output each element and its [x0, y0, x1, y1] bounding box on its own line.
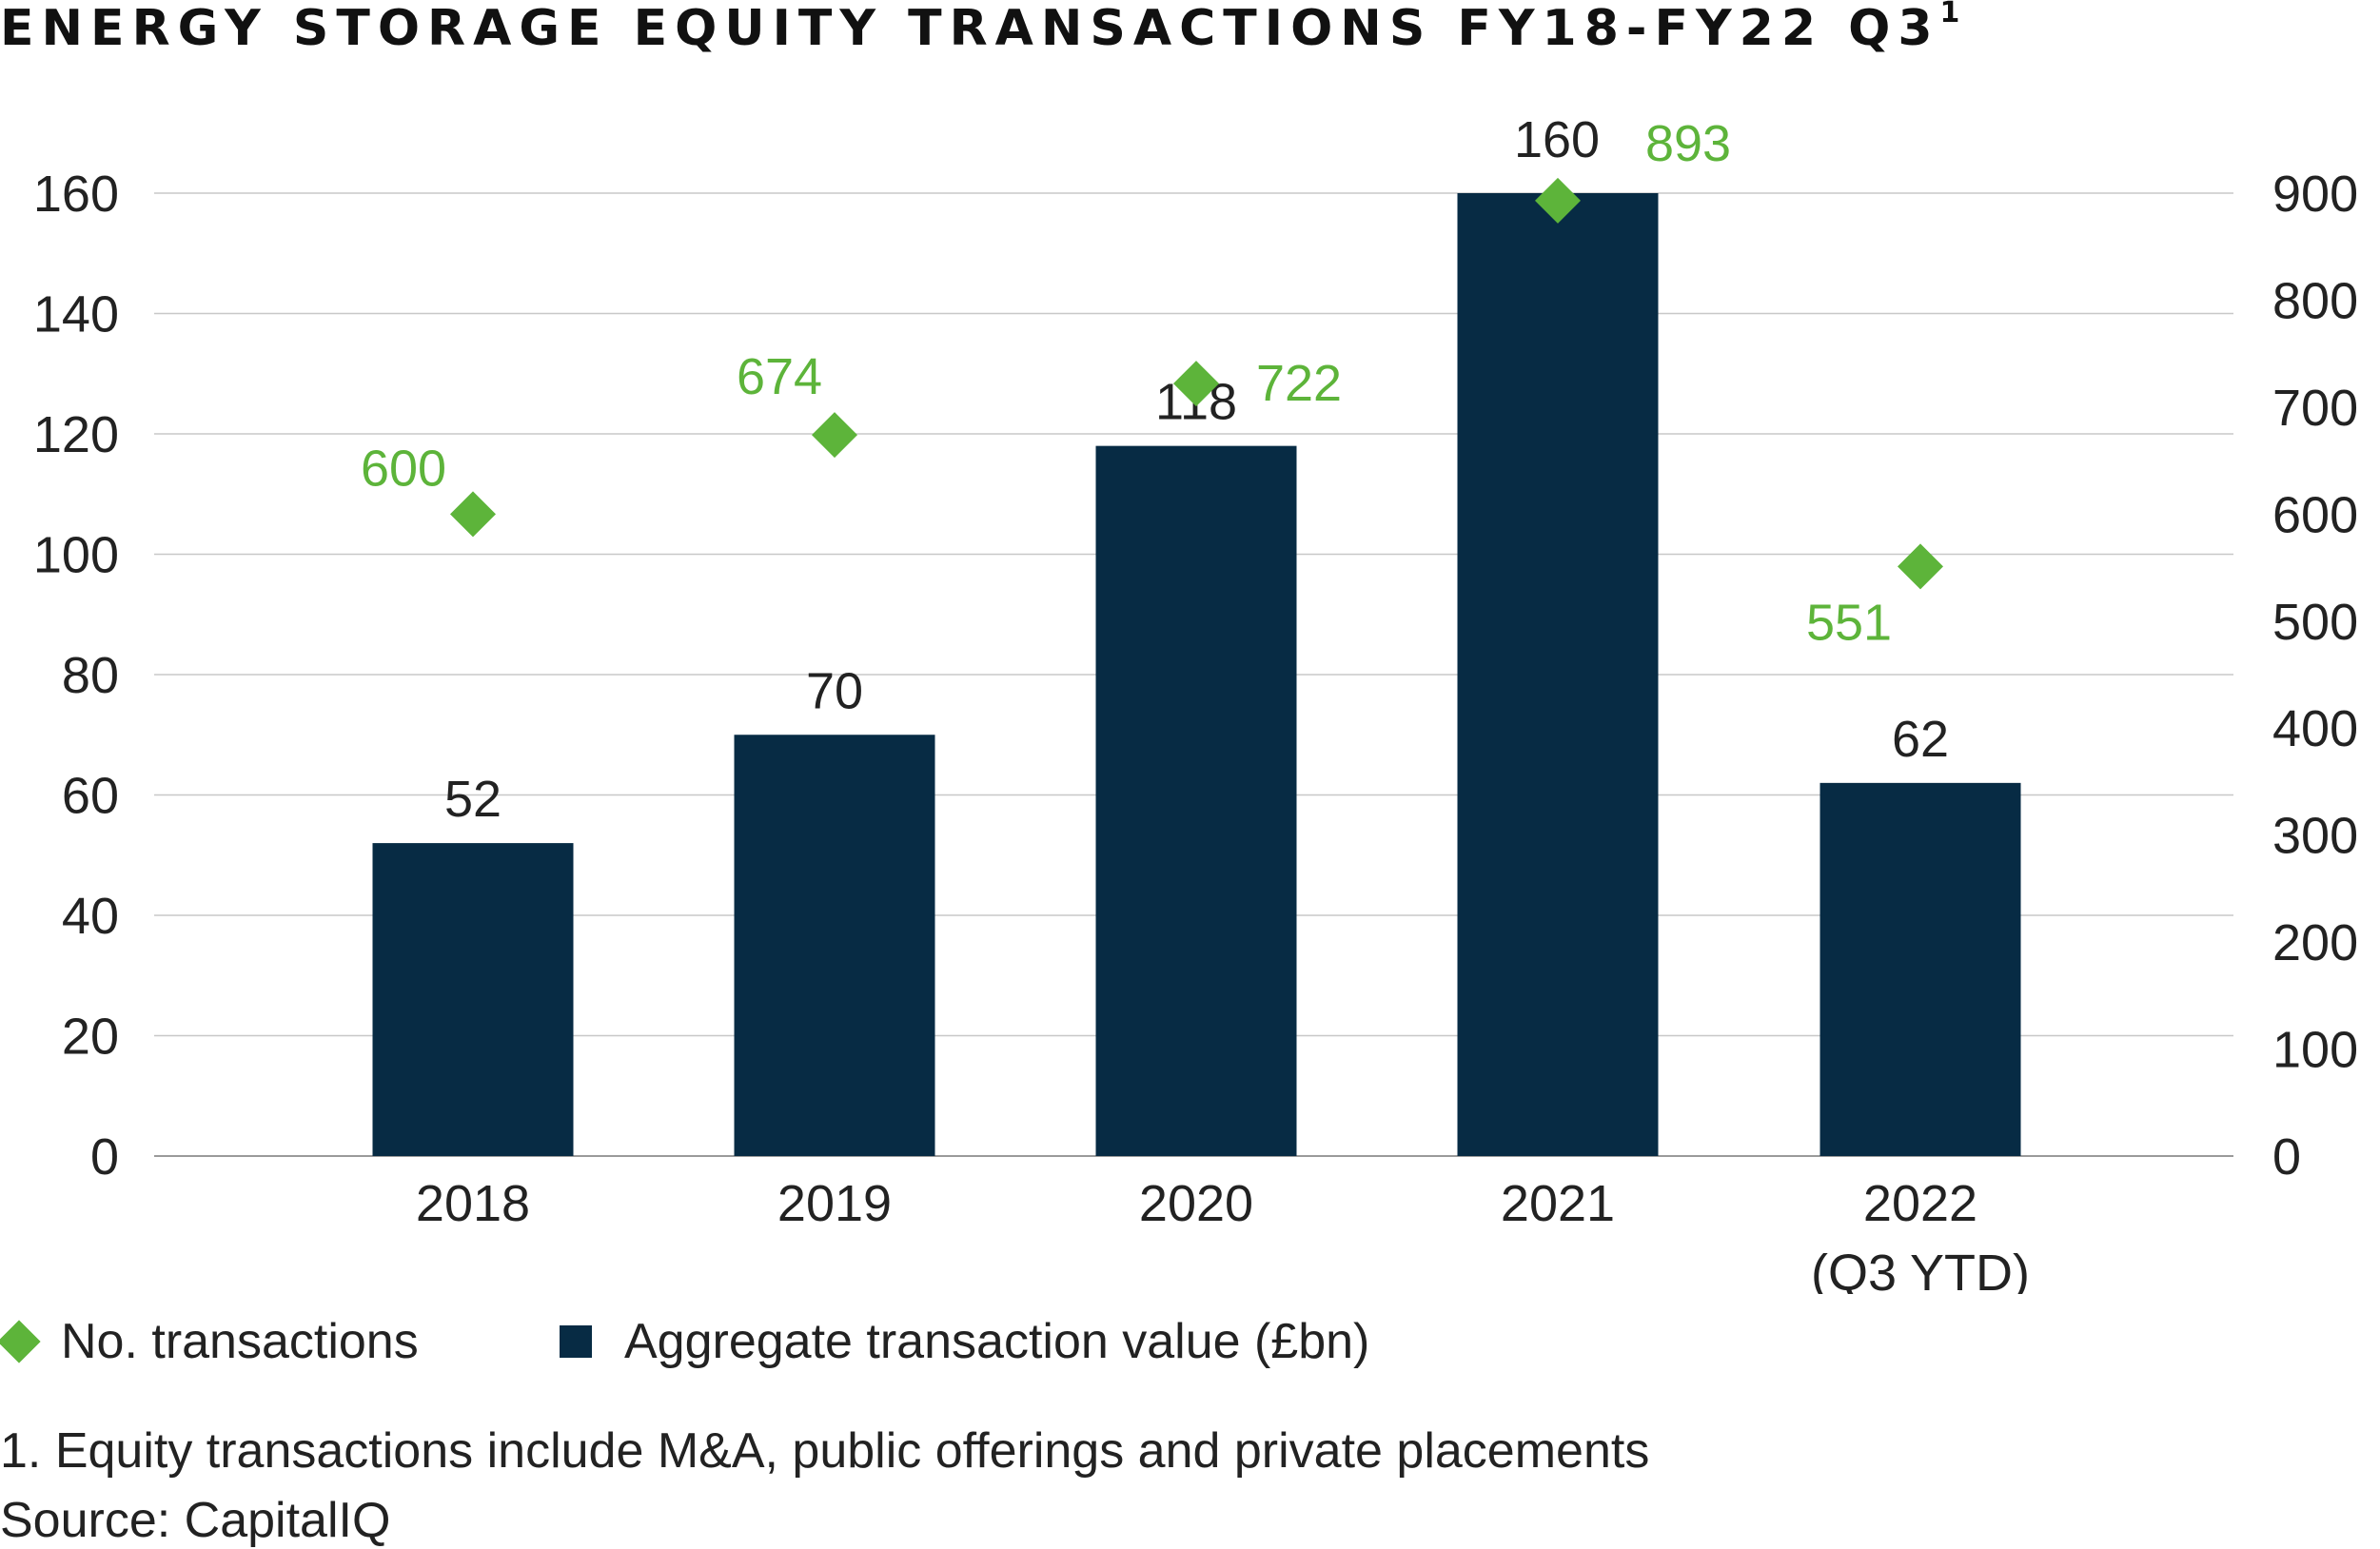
y-left-tick-label: 0 [90, 1128, 119, 1186]
y-right-tick-label: 700 [2272, 380, 2358, 437]
x-tick-label: 2021 [1501, 1175, 1615, 1232]
y-left-tick-label: 140 [33, 286, 119, 343]
bar-value-label: 160 [1514, 111, 1600, 168]
y-left-tick-label: 60 [62, 768, 119, 825]
footnote-definition: 1. Equity transactions include M&A, publ… [0, 1423, 1650, 1479]
y-left-tick-label: 120 [33, 406, 119, 463]
y-right-tick-label: 100 [2272, 1022, 2358, 1079]
x-tick-label: 2020 [1139, 1175, 1253, 1232]
y-left-tick-label: 40 [62, 888, 119, 945]
transactions-marker [1898, 543, 1943, 590]
transactions-marker [812, 412, 857, 459]
y-left-tick-label: 100 [33, 527, 119, 584]
chart-canvas: 0 20 40 60 80 100 120 140 160 0 100 200 300 400 500 600… [33, 111, 2358, 1294]
title-footnote-marker: 1 [1939, 0, 1960, 29]
x-tick-label: (Q3 YTD) [1811, 1245, 2030, 1294]
transactions-value-label: 600 [361, 440, 446, 497]
y-left-tick-label: 160 [33, 166, 119, 223]
y-left-tick-label: 80 [62, 647, 119, 704]
y-right-tick-label: 500 [2272, 594, 2358, 651]
bar-value-label: 70 [806, 662, 863, 719]
square-icon [560, 1325, 592, 1358]
y-right-tick-label: 400 [2272, 700, 2358, 757]
chart-title: ENERGY STORAGE EQUITY TRANSACTIONS FY18-… [0, 0, 1959, 57]
bar [1457, 193, 1659, 1156]
y-left-tick-label: 20 [62, 1009, 119, 1066]
y-right-tick-label: 900 [2272, 166, 2358, 223]
bar [1095, 445, 1297, 1156]
transactions-marker [1173, 361, 1219, 407]
bar [734, 735, 935, 1156]
transactions-marker [1535, 177, 1581, 224]
chart-title-text: ENERGY STORAGE EQUITY TRANSACTIONS FY18-… [0, 0, 1940, 57]
x-tick-label: 2022 [1863, 1175, 1977, 1232]
y-right-tick-label: 200 [2272, 914, 2358, 971]
legend-label-value: Aggregate transaction value (£bn) [624, 1314, 1370, 1369]
y-right-tick-label: 800 [2272, 272, 2358, 329]
legend-item-transactions: No. transactions [0, 1313, 419, 1370]
diamond-icon [0, 1320, 41, 1363]
legend-label-transactions: No. transactions [61, 1314, 419, 1369]
y-right-tick-label: 600 [2272, 486, 2358, 543]
transactions-marker [450, 491, 496, 538]
y-right-tick-label: 300 [2272, 808, 2358, 865]
bar [372, 843, 574, 1156]
x-tick-label: 2018 [416, 1175, 530, 1232]
y-right-tick-label: 0 [2272, 1128, 2301, 1186]
bar-value-label: 62 [1892, 711, 1949, 768]
transactions-value-label: 551 [1806, 594, 1892, 651]
bar [1819, 782, 2021, 1156]
transactions-value-label: 722 [1256, 355, 1342, 412]
legend-item-value: Aggregate transaction value (£bn) [560, 1313, 1369, 1370]
footnote-source: Source: CapitalIQ [0, 1493, 391, 1548]
bar-value-label: 52 [444, 771, 502, 828]
x-tick-label: 2019 [777, 1175, 892, 1232]
transactions-value-label: 893 [1645, 115, 1731, 172]
transactions-value-label: 674 [737, 348, 822, 405]
